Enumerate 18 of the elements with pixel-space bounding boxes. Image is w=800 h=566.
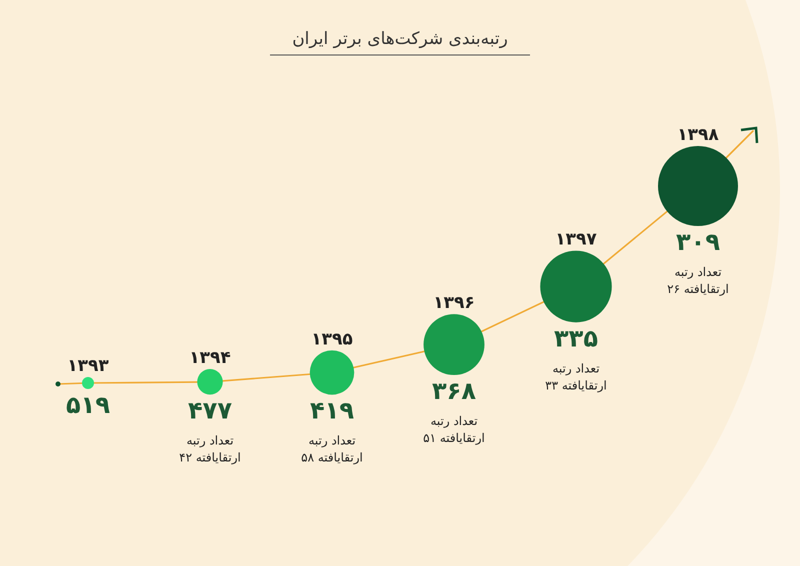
text: تعداد رتبه ارتقایافته ۵۸	[301, 434, 363, 465]
data-label: ۴۷۷	[188, 396, 232, 425]
data-label: ۴۱۹	[310, 396, 354, 425]
data-label: ۵۱۹	[66, 391, 110, 419]
text: تعداد رتبه ارتقایافته ۵۱	[423, 414, 485, 446]
category-label: ۱۳۹۸	[677, 125, 720, 145]
category-label: ۱۳۹۵	[311, 329, 353, 350]
data-label: ۳۶۸	[432, 377, 476, 406]
category-label: ۱۳۹۷	[555, 230, 598, 250]
text: تعداد رتبه ارتقایافته ۳۳	[545, 361, 607, 392]
text: رتبه‌بندی شرکت‌های برتر ایران	[292, 29, 508, 49]
data-label: ۳۰۹	[676, 228, 720, 256]
category-label: ۱۳۹۴	[189, 348, 231, 368]
text: تعداد رتبه ارتقایافته ۴۲	[179, 434, 241, 465]
category-label: ۱۳۹۶	[433, 293, 475, 314]
category-label: ۱۳۹۳	[67, 356, 110, 376]
data-label: ۳۳۵	[554, 324, 598, 352]
text: تعداد رتبه ارتقایافته ۲۶	[667, 265, 729, 296]
